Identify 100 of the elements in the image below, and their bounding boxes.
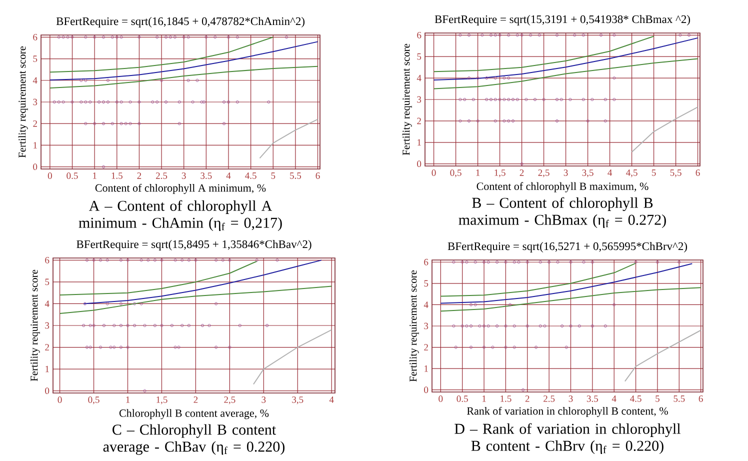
point [516, 34, 519, 37]
y-tick-label: 0 [424, 386, 428, 394]
x-tick-label: 6 [696, 170, 700, 176]
x-tick-label: 3 [262, 396, 266, 403]
point [538, 324, 542, 328]
y-tick-label: 1 [418, 139, 421, 146]
point [160, 324, 164, 328]
point [482, 260, 486, 264]
x-tick-label: 4,5 [626, 170, 638, 178]
x-tick-label: 0,5 [450, 170, 462, 178]
y-tick-label: 5 [33, 56, 38, 62]
point [590, 324, 594, 328]
chart-title: BFertRequire = sqrt(15,8495 + 1,35846*ChBav^2) [76, 240, 312, 250]
point [512, 346, 516, 349]
point [472, 98, 475, 102]
point [180, 324, 184, 328]
point [109, 346, 112, 349]
point [454, 346, 458, 349]
point [599, 34, 603, 37]
point [534, 346, 538, 349]
point [504, 346, 508, 349]
point [507, 76, 510, 80]
point [88, 346, 92, 349]
point [112, 346, 116, 349]
x-tick-label: 0,5 [88, 396, 100, 404]
point [208, 324, 211, 328]
y-tick-label: 4 [416, 74, 422, 82]
point [467, 119, 471, 122]
x-tick-label: 3,5 [292, 396, 304, 404]
text: C – Chlorophyll B content average - ChBav (η$_{f}$ = 0.220) [103, 424, 284, 455]
point [678, 260, 681, 264]
point [200, 324, 204, 328]
text: B – Content of chlorophyll B maximum - ChBmax (η$_{f}$ = 0.272) [458, 197, 666, 228]
point [467, 34, 471, 37]
point [119, 346, 123, 349]
point [474, 303, 477, 306]
x-tick-label: 1 [476, 170, 480, 176]
point [88, 324, 92, 328]
point [160, 258, 164, 262]
point [508, 303, 512, 306]
y-tick-label: 6 [33, 34, 38, 40]
point [582, 98, 585, 102]
point [529, 34, 532, 37]
x-tick-label: 5.5 [290, 172, 302, 179]
point [214, 346, 218, 349]
x-tick-label: 5,5 [670, 170, 682, 178]
point [502, 98, 506, 102]
y-tick-label: 3 [45, 322, 50, 329]
point [486, 260, 490, 264]
point [526, 260, 529, 264]
y-tick-label: 0 [45, 388, 50, 394]
point [687, 34, 691, 37]
line-series [49, 36, 274, 73]
line-series [440, 262, 636, 297]
point [491, 346, 494, 349]
point [564, 346, 568, 349]
x-tick-label: 1 [93, 172, 96, 179]
y-axis-title: Fertility requirement score [409, 270, 419, 382]
point [494, 34, 497, 37]
point [548, 260, 551, 264]
point [452, 324, 456, 328]
x-tick-label: 0 [432, 170, 436, 176]
point [507, 34, 510, 37]
y-tick-label: 1 [424, 365, 428, 372]
x-tick-label: 5 [271, 172, 276, 179]
point [573, 34, 576, 37]
point [560, 98, 563, 102]
point [494, 76, 497, 80]
point [678, 34, 682, 37]
y-tick-label: 3 [424, 322, 428, 330]
point [469, 324, 473, 328]
point [99, 258, 102, 262]
x-tick-label: 2 [520, 170, 524, 176]
x-tick-label: 6 [316, 172, 320, 179]
point [482, 324, 486, 328]
point [463, 98, 466, 102]
point [504, 260, 508, 264]
point [146, 258, 150, 262]
point [612, 303, 616, 306]
point [452, 260, 456, 264]
point [238, 324, 242, 328]
point [465, 324, 468, 328]
x-tick-label: 2,5 [224, 396, 236, 404]
point [586, 119, 590, 122]
x-tick-label: 2.5 [156, 172, 168, 179]
point [568, 98, 572, 102]
point [520, 34, 524, 37]
point [498, 34, 502, 37]
point [604, 324, 607, 328]
point [543, 324, 546, 328]
point [255, 258, 258, 262]
point [476, 119, 480, 122]
point [194, 258, 198, 262]
point [590, 98, 594, 102]
y-tick-label: 5 [45, 278, 50, 286]
point [512, 324, 516, 328]
line-series [433, 37, 698, 80]
x-tick-label: 4.5 [245, 172, 256, 179]
point [119, 324, 123, 328]
line-series [59, 260, 258, 296]
